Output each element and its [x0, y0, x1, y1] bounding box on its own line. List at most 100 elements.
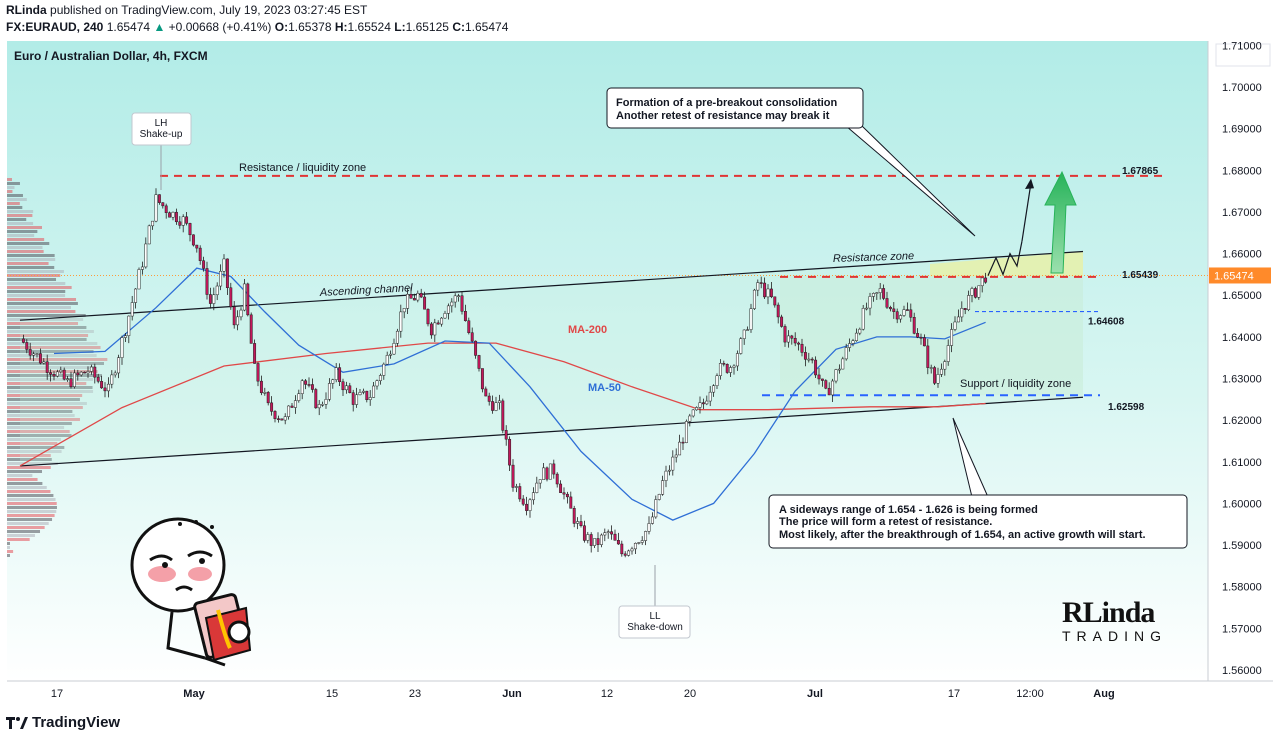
candle-body	[882, 288, 886, 299]
volume-bar	[7, 270, 64, 273]
candle-body	[582, 525, 586, 541]
candle-body	[32, 353, 36, 356]
candle-body	[324, 399, 328, 405]
author-name[interactable]: RLinda	[6, 3, 47, 17]
volume-bar	[7, 522, 49, 525]
candle-body	[42, 361, 46, 364]
volume-bar	[7, 234, 35, 237]
candle-body	[113, 372, 117, 376]
candle-body	[851, 340, 855, 344]
candle-body	[120, 337, 124, 358]
candle-body	[545, 467, 549, 480]
price-tick-label: 1.71000	[1222, 40, 1262, 52]
candle-body	[752, 289, 756, 309]
candle-body	[185, 216, 189, 224]
candle-body	[409, 293, 413, 299]
candle-body	[375, 380, 379, 387]
candle-body	[440, 317, 444, 325]
candle-body	[729, 367, 733, 373]
volume-bar	[7, 206, 23, 209]
volume-bar	[7, 350, 94, 353]
candle-body	[484, 388, 488, 397]
price-tick-label: 1.65000	[1222, 290, 1262, 302]
candle-body	[576, 521, 580, 524]
volume-bar	[7, 498, 56, 501]
candle-body	[208, 294, 212, 304]
candle-body	[797, 342, 801, 345]
volume-bar	[7, 266, 55, 269]
volume-bar	[7, 366, 95, 369]
candle-body	[912, 317, 916, 334]
candle-body	[559, 483, 563, 493]
candle-body	[871, 293, 875, 297]
candle-body	[888, 307, 892, 310]
candle-body	[701, 402, 705, 405]
candle-body	[630, 548, 634, 552]
candle-body	[106, 383, 110, 392]
candle-body	[494, 402, 498, 411]
candle-body	[463, 311, 467, 322]
candle-body	[351, 392, 355, 405]
volume-bar	[7, 326, 87, 329]
volume-bar	[7, 554, 10, 557]
candle-body	[334, 367, 338, 381]
candle-body	[749, 308, 753, 330]
price-tick-label: 1.64000	[1222, 332, 1262, 344]
candle-body	[222, 258, 226, 272]
volume-bar	[7, 198, 27, 201]
time-tick-label: 17	[51, 688, 63, 700]
tradingview-footer[interactable]: TradingView	[6, 714, 120, 731]
candle-body	[902, 309, 906, 316]
candle-body	[865, 307, 869, 310]
price-tick-label: 1.62000	[1222, 415, 1262, 427]
candle-body	[790, 335, 794, 339]
candle-body	[936, 374, 940, 384]
volume-bar	[7, 314, 86, 317]
time-axis[interactable]: 17 May 15 23 Jun 12 20 Jul 17 12:00 Aug	[51, 688, 1115, 700]
candle-body	[803, 352, 807, 360]
volume-bar	[7, 446, 65, 449]
candle-body	[562, 492, 566, 495]
price-axis[interactable]: 1.71000 1.70000 1.69000 1.68000 1.67000 1.660…	[1209, 40, 1271, 677]
candle-body	[970, 288, 974, 296]
candle-body	[525, 503, 529, 511]
candle-body	[86, 371, 90, 374]
symbol-ohlc-line: FX:EURAUD, 240 1.65474 ▲ +0.00668 (+0.41…	[6, 20, 508, 34]
volume-bar	[7, 226, 42, 229]
candle-body	[858, 328, 862, 334]
symbol-label[interactable]: FX:EURAUD, 240	[6, 20, 104, 34]
volume-bar	[7, 434, 72, 437]
volume-bar	[7, 282, 66, 285]
candle-body	[644, 531, 648, 541]
volume-bar	[7, 242, 50, 245]
candle-body	[188, 223, 192, 236]
candle-body	[589, 534, 593, 546]
candle-body	[895, 311, 899, 320]
candle-body	[477, 355, 481, 369]
candle-body	[769, 288, 773, 298]
candle-body	[657, 494, 661, 500]
candle-body	[219, 270, 223, 287]
candle-body	[671, 456, 675, 471]
ll-callout: LL Shake-down	[618, 565, 691, 639]
candle-body	[287, 405, 291, 417]
time-tick-label: Jul	[807, 688, 823, 700]
volume-bar	[7, 362, 104, 365]
candle-body	[684, 421, 688, 443]
candle-body	[637, 542, 641, 544]
price-tick-label: 1.70000	[1222, 82, 1262, 94]
cartoon-character-illustration	[130, 517, 252, 667]
volume-bar	[7, 406, 83, 409]
volume-bar	[7, 394, 83, 397]
candle-body	[664, 470, 668, 481]
volume-bar	[7, 310, 76, 313]
volume-bar	[7, 494, 54, 497]
candle-body	[953, 321, 957, 330]
volume-bar	[7, 258, 56, 261]
current-price-label: 1.65474	[1214, 270, 1254, 282]
candle-body	[814, 359, 818, 376]
candle-body	[76, 372, 80, 376]
candle-body	[395, 330, 399, 344]
forecast-arrowhead	[1025, 178, 1034, 190]
